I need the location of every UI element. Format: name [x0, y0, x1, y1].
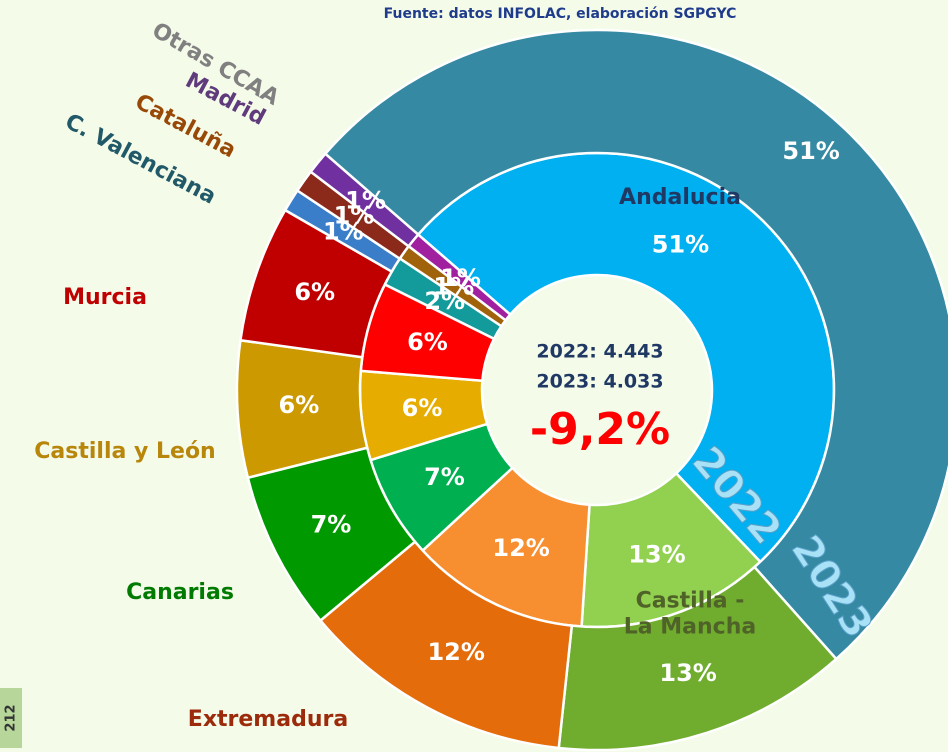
value-label: 1%: [440, 264, 481, 292]
value-label: 7%: [424, 463, 465, 491]
value-label: 1%: [323, 218, 364, 246]
value-label: 1%: [345, 186, 386, 214]
value-label: 51%: [782, 137, 839, 165]
category-label: Castilla y León: [34, 438, 216, 464]
category-label: Extremadura: [187, 706, 349, 732]
page-number: 212: [0, 688, 22, 748]
value-label: 13%: [628, 540, 685, 568]
subtitle: Fuente: datos INFOLAC, elaboración SGPGY…: [384, 6, 737, 22]
value-label: 6%: [279, 391, 320, 419]
value-label: 12%: [492, 534, 549, 562]
value-label: 2%: [424, 287, 465, 315]
value-label: 6%: [407, 328, 448, 356]
value-label: 6%: [402, 394, 443, 422]
category-label: Murcia: [63, 284, 147, 310]
value-label: 6%: [294, 278, 335, 306]
segment: [323, 28, 948, 661]
value-label: 7%: [311, 510, 352, 538]
center-label: 2023: 4.033: [536, 371, 663, 393]
category-label: Canarias: [126, 579, 234, 605]
center-label: 2022: 4.443: [536, 341, 663, 363]
value-label: 13%: [659, 659, 716, 687]
change-label: -9,2%: [530, 404, 670, 455]
value-label: 51%: [652, 230, 709, 258]
value-label: 12%: [427, 638, 484, 666]
category-label: Castilla - La Mancha: [623, 588, 757, 640]
segment: [308, 152, 420, 249]
page-number-text: 212: [3, 704, 19, 732]
value-label: 1%: [433, 273, 474, 301]
value-label: 1%: [334, 202, 375, 230]
category-label: Andalucia: [619, 184, 741, 210]
